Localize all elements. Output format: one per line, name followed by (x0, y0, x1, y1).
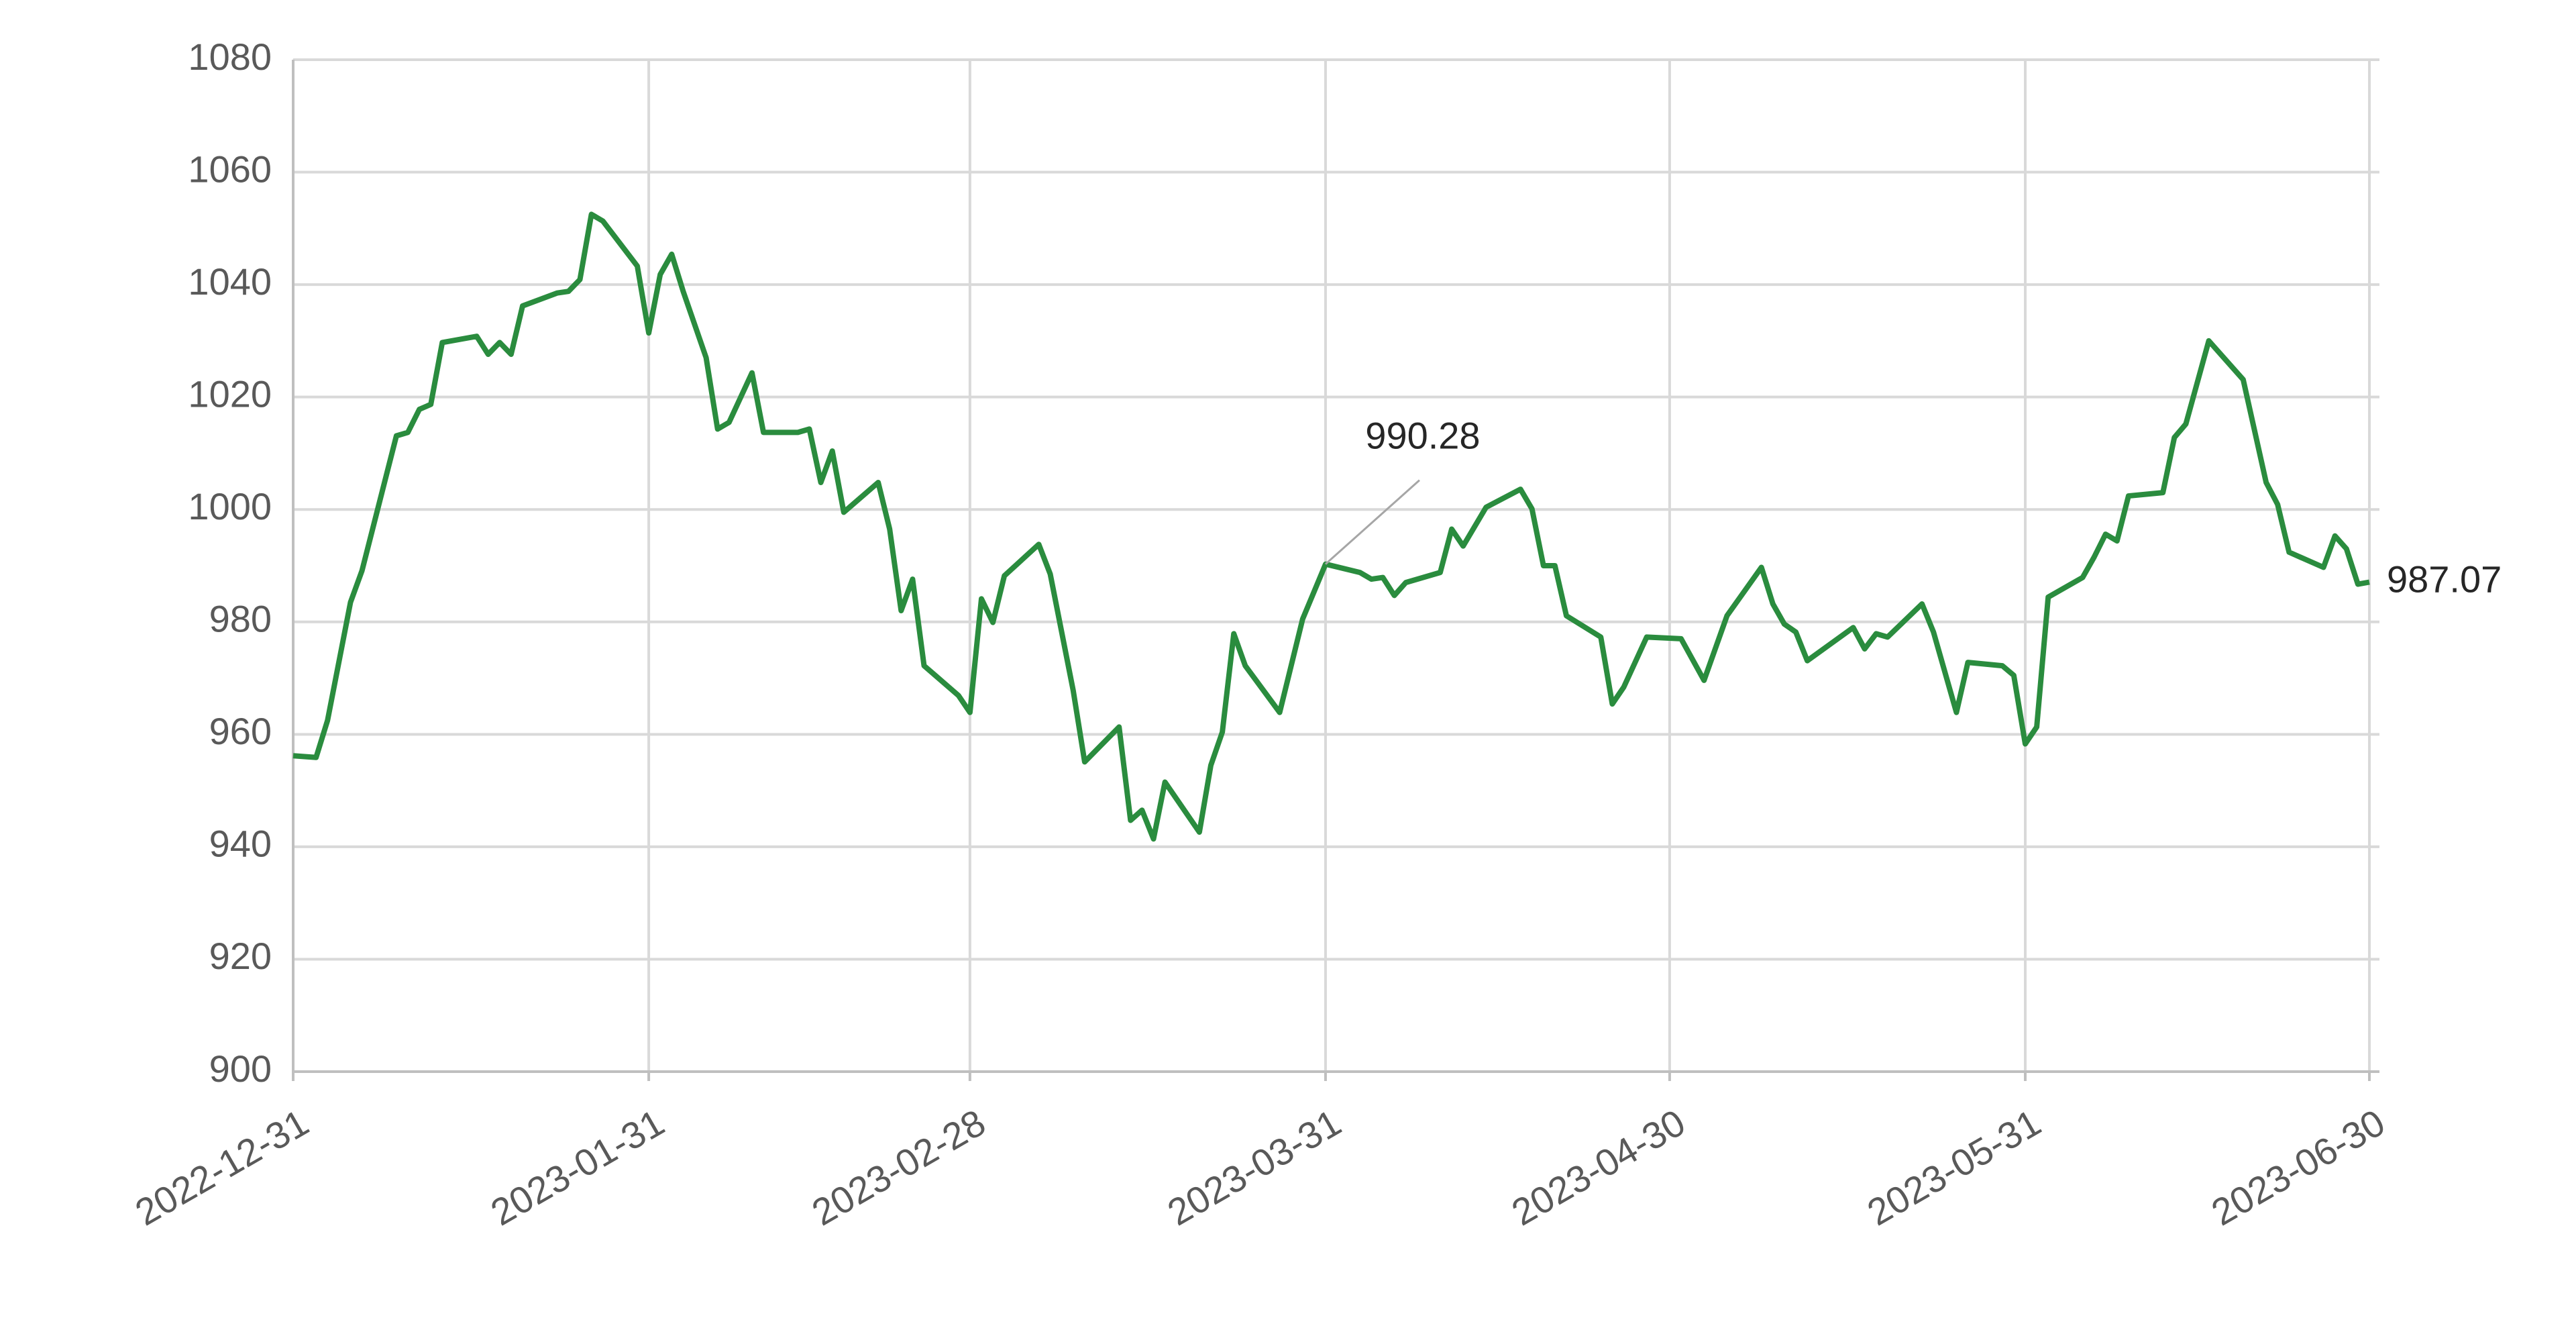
data-label: 987.07 (2387, 558, 2502, 600)
data-line (292, 211, 2370, 842)
x-tick-label: 2023-04-30 (1505, 1101, 1693, 1234)
x-tick-label: 2023-05-31 (1860, 1101, 2048, 1234)
y-tick-label: 940 (209, 823, 272, 865)
y-tick-label: 920 (209, 935, 272, 977)
y-tick-label: 1080 (188, 36, 272, 78)
leader-line (1324, 479, 1420, 565)
x-tick-label: 2023-01-31 (484, 1101, 672, 1234)
y-tick-label: 1020 (188, 372, 272, 415)
x-tick-label: 2023-02-28 (805, 1101, 993, 1234)
data-label: 990.28 (1365, 414, 1480, 456)
x-tick-label: 2023-03-31 (1161, 1101, 1348, 1234)
y-tick-label: 1000 (188, 485, 272, 527)
y-tick-label: 1040 (188, 260, 272, 303)
x-tick-label: 2022-12-31 (128, 1101, 316, 1234)
y-tick-label: 980 (209, 598, 272, 640)
y-tick-label: 1060 (188, 148, 272, 190)
y-tick-label: 900 (209, 1047, 272, 1090)
x-tick-label: 2023-06-30 (2204, 1101, 2392, 1234)
y-tick-label: 960 (209, 710, 272, 752)
